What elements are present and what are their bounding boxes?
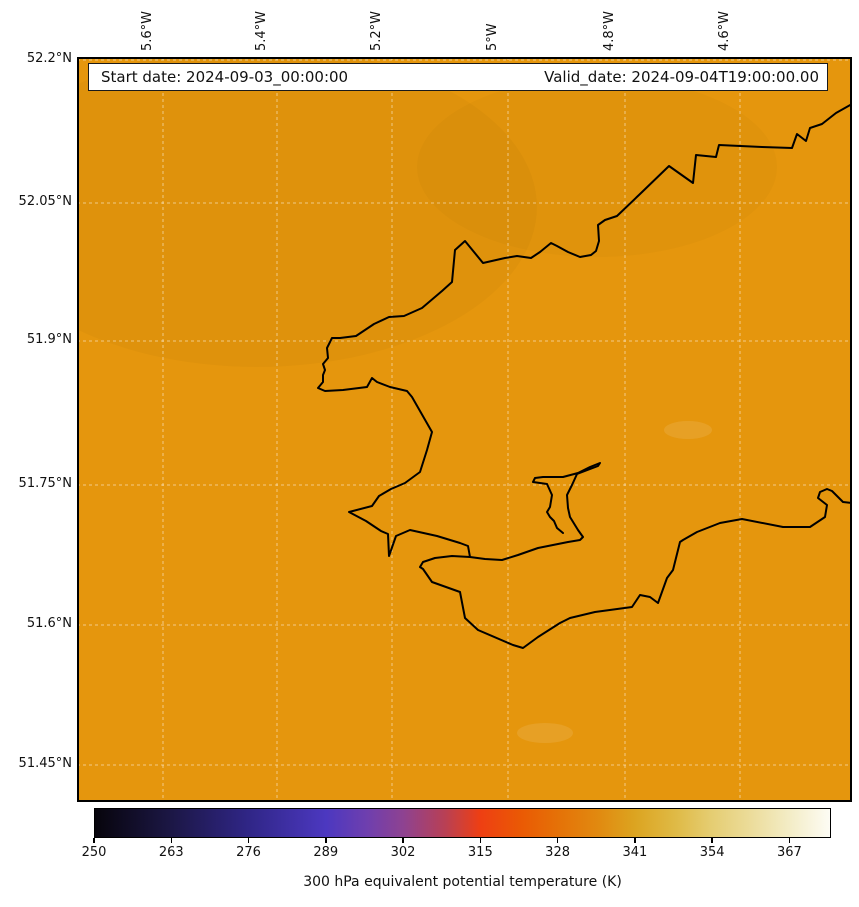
valid-date-label: Valid_date: 2024-09-04T19:00:00.00: [544, 68, 819, 86]
colorbar-tick: [788, 838, 791, 843]
colorbar-tick: [556, 838, 559, 843]
colorbar-tick-label: 328: [545, 845, 570, 860]
colorbar-tick-label: 250: [81, 845, 107, 860]
colorbar: [94, 808, 831, 838]
colorbar-label: 300 hPa equivalent potential temperature…: [303, 874, 622, 890]
lon-tick-label: 4.6°W: [717, 10, 732, 51]
lon-tick-label: 4.8°W: [602, 10, 617, 51]
coastline: [469, 462, 601, 561]
colorbar-tick: [170, 838, 173, 843]
field-contour-patch: [517, 723, 573, 743]
colorbar-tick-label: 276: [236, 845, 261, 860]
coastline: [317, 103, 852, 649]
lon-tick-label: 5.6°W: [140, 10, 155, 51]
lat-tick-label: 51.9°N: [26, 332, 72, 347]
lat-tick-label: 51.75°N: [18, 476, 72, 491]
lon-tick-label: 5°W: [485, 23, 500, 51]
colorbar-tick-label: 302: [390, 845, 416, 860]
lat-tick-label: 51.6°N: [26, 616, 72, 631]
field-background: [77, 57, 852, 802]
colorbar-tick-label: 315: [467, 845, 493, 860]
map-plot: Start date: 2024-09-03_00:00:00 Valid_da…: [77, 57, 852, 802]
colorbar-tick-label: 354: [699, 845, 725, 860]
colorbar-tick-label: 367: [776, 845, 802, 860]
colorbar-tick: [711, 838, 713, 843]
title-bar: Start date: 2024-09-03_00:00:00 Valid_da…: [88, 63, 828, 91]
colorbar-tick-label: 341: [622, 845, 648, 860]
colorbar-tick: [402, 838, 404, 843]
colorbar-tick-label: 289: [313, 845, 339, 860]
lat-tick-label: 52.2°N: [26, 51, 72, 66]
field-contour-patch: [664, 421, 712, 439]
colorbar-tick: [479, 838, 482, 843]
start-date-label: Start date: 2024-09-03_00:00:00: [101, 68, 349, 86]
lon-tick-label: 5.4°W: [254, 10, 269, 51]
lat-tick-label: 51.45°N: [18, 756, 72, 771]
colorbar-tick: [325, 838, 327, 843]
lat-tick-label: 52.05°N: [18, 194, 72, 209]
colorbar-tick-label: 263: [158, 845, 184, 860]
colorbar-tick: [247, 838, 250, 843]
map-border: [77, 57, 852, 802]
colorbar-tick: [93, 838, 95, 843]
field-contour-patch: [417, 77, 777, 257]
colorbar-tick: [634, 838, 636, 843]
map-svg: [77, 57, 852, 802]
lon-tick-label: 5.2°W: [369, 10, 384, 51]
